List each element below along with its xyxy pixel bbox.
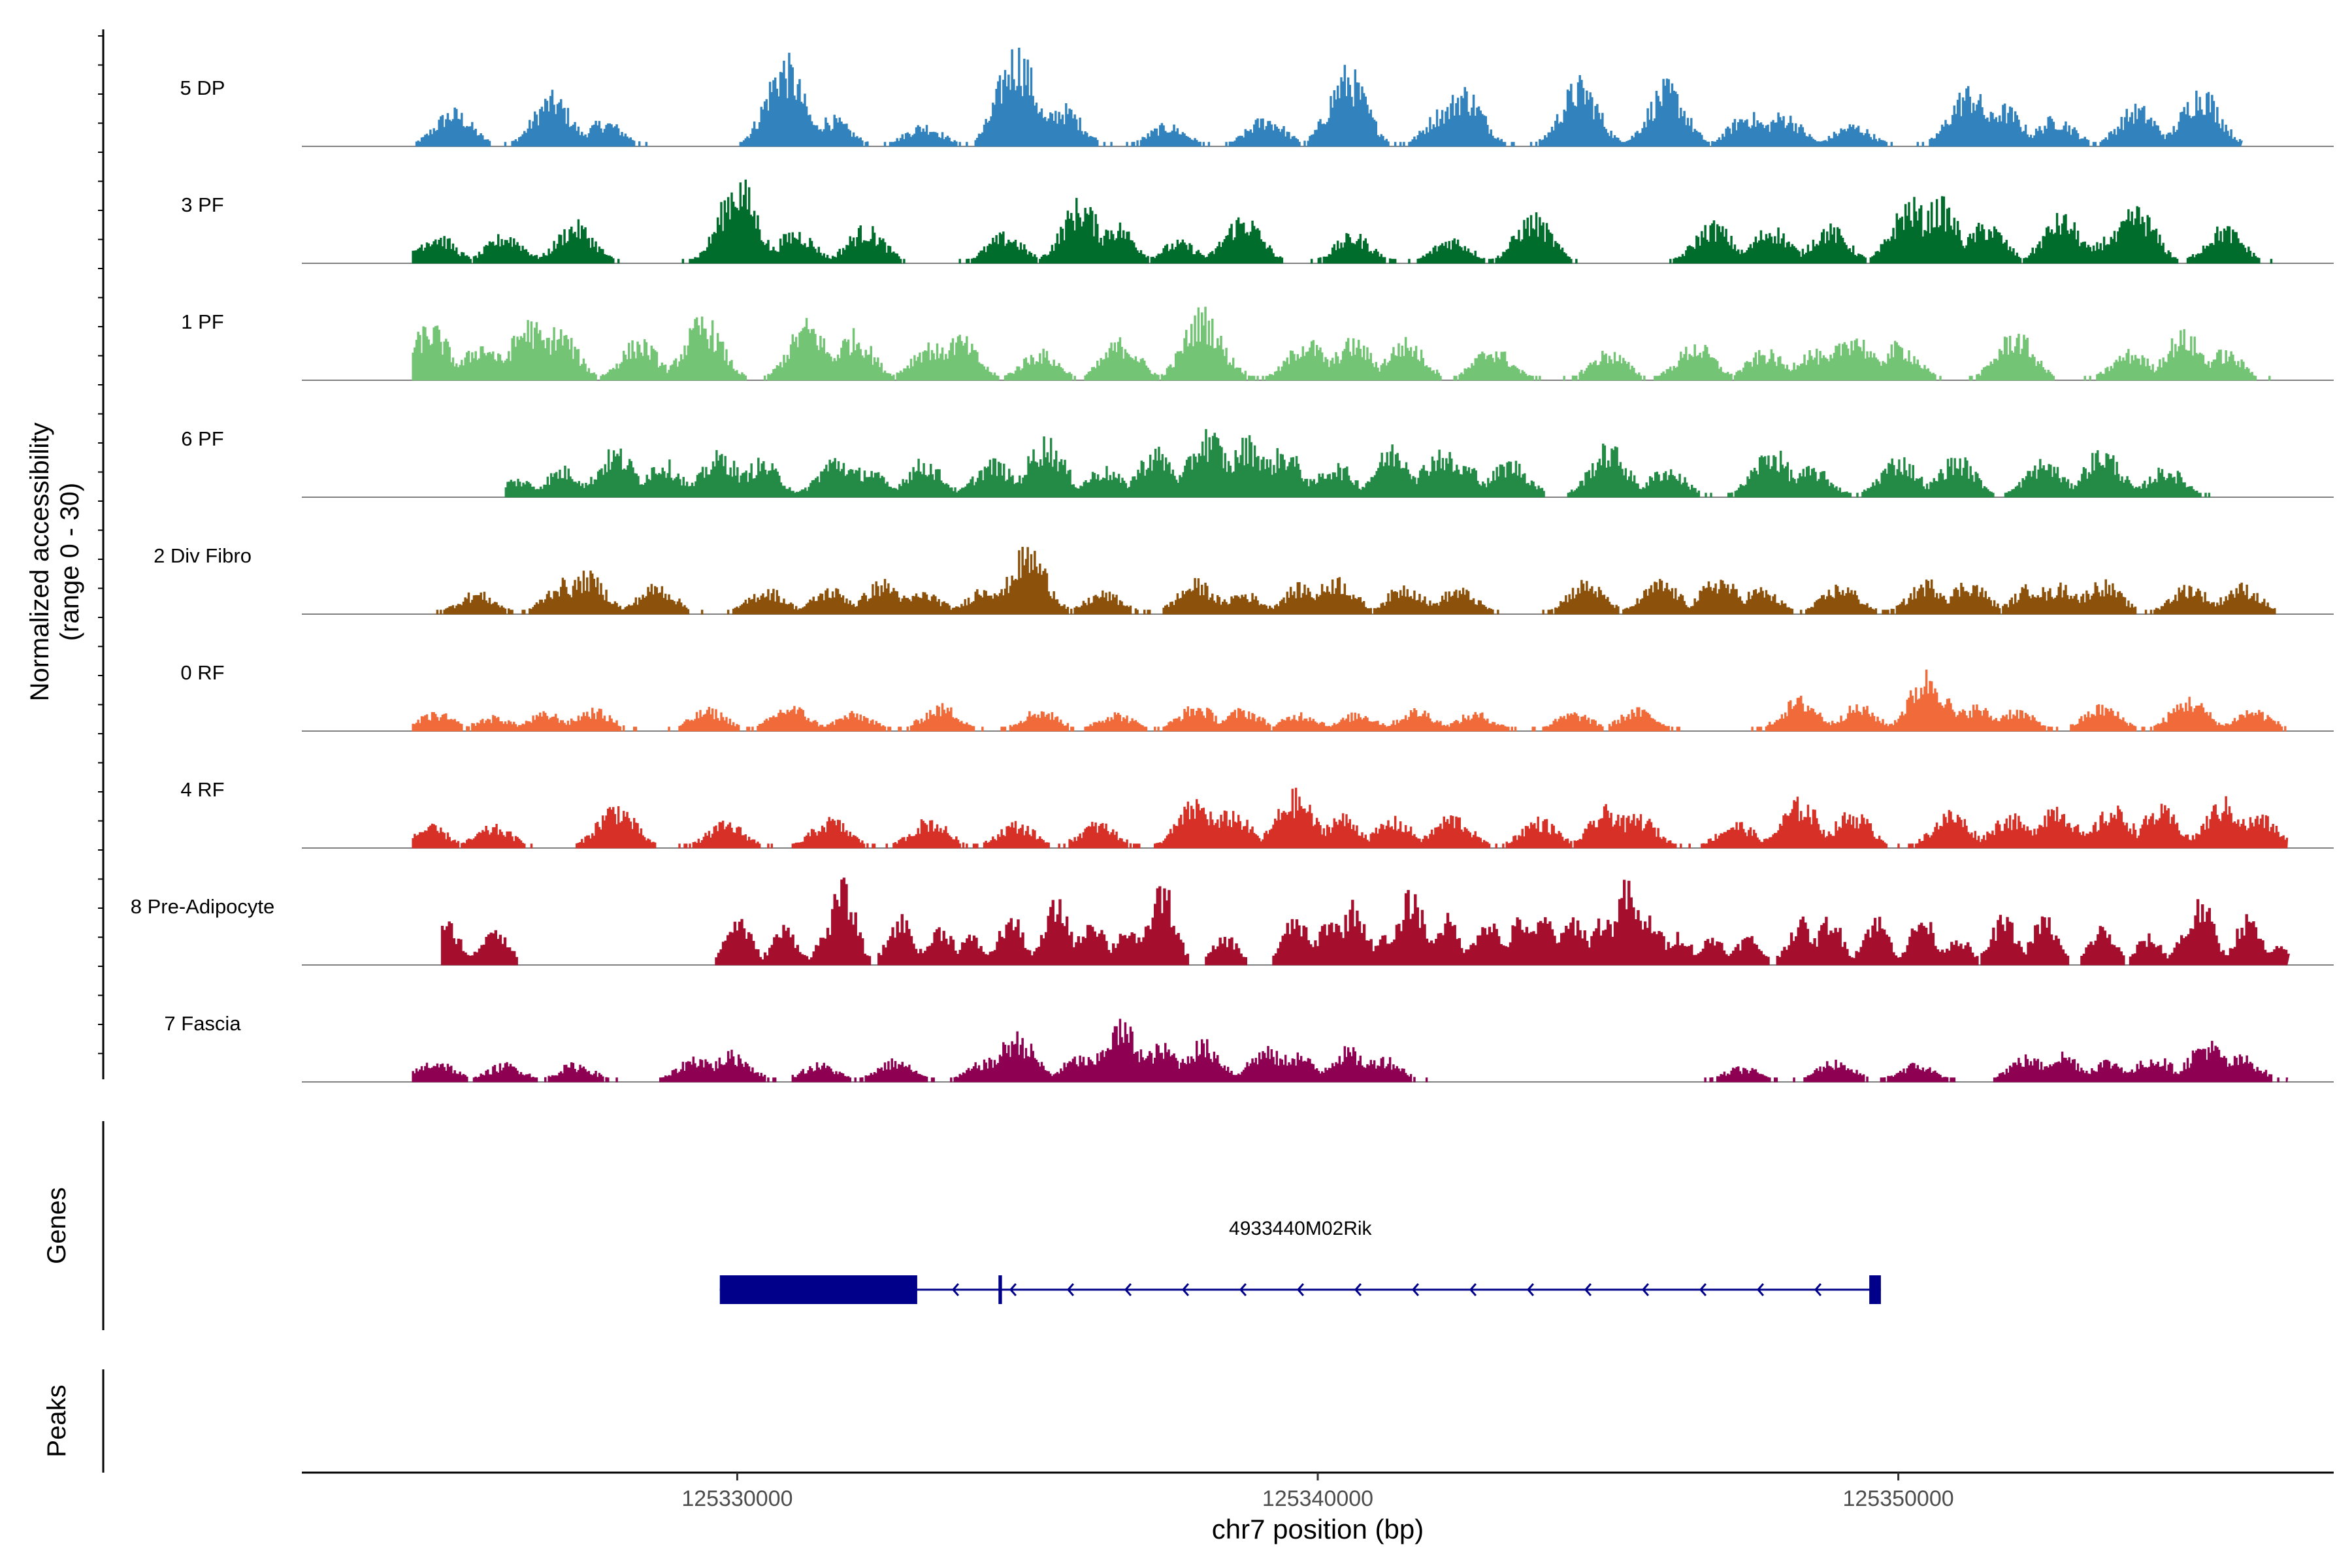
track-0-rf: 0 RF	[180, 661, 2334, 732]
gene-exon	[719, 1275, 917, 1304]
x-axis-title: chr7 position (bp)	[1212, 1514, 1424, 1544]
y-axis-title-group: Normalized accessibility (range 0 - 30)	[25, 423, 84, 702]
track-4-rf: 4 RF	[180, 778, 2334, 849]
track-label: 5 DP	[180, 76, 225, 99]
track-signal-area	[412, 306, 2271, 381]
peaks-panel-label: Peaks	[42, 1384, 71, 1457]
track-label: 6 PF	[181, 427, 223, 450]
gene-exon	[1869, 1275, 1881, 1304]
strand-arrow	[1584, 1283, 1592, 1296]
track-label: 7 Fascia	[164, 1012, 241, 1035]
gene-model	[719, 1275, 1881, 1304]
strand-arrow	[1009, 1283, 1017, 1296]
y-axis-range-label: (range 0 - 30)	[56, 483, 84, 641]
strand-arrow	[1411, 1283, 1420, 1296]
x-tick-label: 125330000	[681, 1486, 792, 1511]
strand-arrow	[1814, 1283, 1822, 1296]
track-label: 3 PF	[181, 193, 223, 216]
strand-arrow	[1526, 1283, 1535, 1296]
strand-arrow	[1181, 1283, 1190, 1296]
gene-name-label: 4933440M02Rik	[1229, 1218, 1372, 1239]
coverage-tracks: 5 DP 3 PF 1 PF 6 PF 2 Div Fibro 0 RF 4 RF 8 Pre…	[131, 48, 2334, 1083]
track-signal-area	[412, 1019, 2289, 1083]
track-signal-area	[412, 787, 2289, 849]
x-tick-label: 125350000	[1842, 1486, 1953, 1511]
strand-arrow	[951, 1283, 960, 1296]
track-8-pre-adipocyte: 8 Pre-Adipocyte	[131, 877, 2334, 966]
track-signal-area	[440, 877, 2290, 966]
track-label: 0 RF	[180, 661, 224, 684]
strand-arrow	[1239, 1283, 1247, 1296]
strand-arrow	[1124, 1283, 1132, 1296]
track-label: 1 PF	[181, 310, 223, 333]
track-signal-area	[415, 48, 2244, 147]
y-axis-title: Normalized accessibility	[25, 423, 54, 702]
track-signal-area	[504, 429, 2211, 498]
x-axis-ticks: 125330000 125340000 125350000	[681, 1473, 1954, 1511]
track-signal-area	[436, 547, 2276, 615]
strand-arrow	[1699, 1283, 1707, 1296]
strand-arrow	[1756, 1283, 1765, 1296]
genes-panel-label: Genes	[42, 1187, 71, 1264]
strand-arrow	[1066, 1283, 1075, 1296]
track-6-pf: 6 PF	[181, 427, 2334, 498]
track-5-dp: 5 DP	[180, 48, 2334, 147]
y-axis-ticks	[98, 35, 103, 1054]
track-label: 2 Div Fibro	[154, 544, 252, 567]
strand-arrow	[1641, 1283, 1650, 1296]
strand-arrow	[1469, 1283, 1477, 1296]
track-7-fascia: 7 Fascia	[164, 1012, 2334, 1083]
gene-exon	[998, 1275, 1002, 1304]
x-tick-label: 125340000	[1262, 1486, 1373, 1511]
track-signal-area	[412, 179, 2273, 264]
track-label: 4 RF	[180, 778, 224, 801]
track-1-pf: 1 PF	[181, 306, 2334, 381]
strand-arrow	[1354, 1283, 1362, 1296]
track-label: 8 Pre-Adipocyte	[131, 895, 275, 918]
strand-arrow	[1296, 1283, 1305, 1296]
track-3-pf: 3 PF	[181, 179, 2334, 264]
track-signal-area	[412, 669, 2287, 732]
track-2-div-fibro: 2 Div Fibro	[154, 544, 2334, 615]
